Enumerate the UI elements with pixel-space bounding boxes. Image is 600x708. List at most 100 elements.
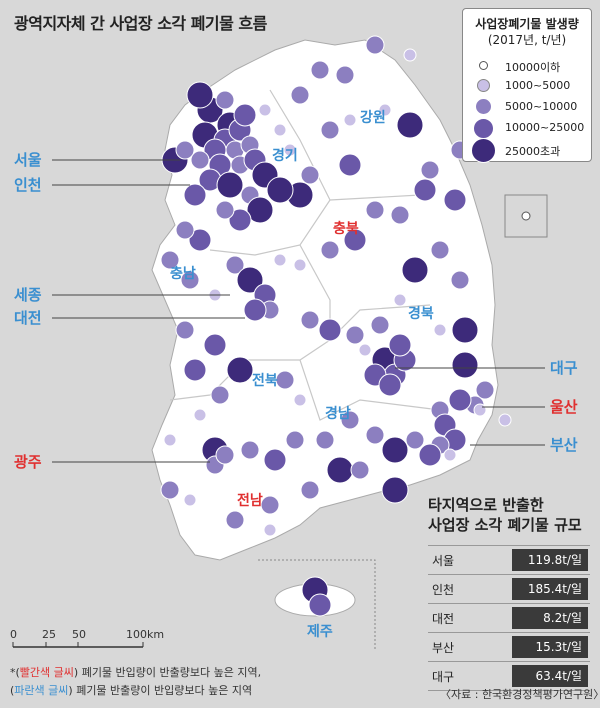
facility-bubble bbox=[498, 413, 512, 427]
legend-title: 사업장폐기물 발생량 bbox=[475, 17, 579, 31]
facility-bubble bbox=[370, 315, 390, 335]
table-row: 대전 8.2t/일 bbox=[428, 604, 590, 633]
row-name: 인천 bbox=[432, 583, 455, 597]
legend-row: 5000~10000 bbox=[463, 98, 591, 118]
facility-bubble bbox=[315, 430, 335, 450]
facility-bubble bbox=[448, 388, 472, 412]
table-title-line1: 타지역으로 반출한 bbox=[428, 496, 544, 514]
facility-bubble bbox=[228, 208, 252, 232]
facility-bubble bbox=[273, 123, 287, 137]
legend-label-3: 5000~10000 bbox=[505, 100, 578, 113]
facility-bubble bbox=[343, 228, 367, 252]
facility-bubble bbox=[401, 256, 429, 284]
table-row: 인천 185.4t/일 bbox=[428, 575, 590, 604]
facility-bubble bbox=[263, 448, 287, 472]
facility-bubble bbox=[260, 495, 280, 515]
facility-bubble bbox=[443, 188, 467, 212]
facility-bubble bbox=[273, 253, 287, 267]
facility-bubble bbox=[338, 153, 362, 177]
facility-bubble bbox=[233, 103, 257, 127]
facility-bubble bbox=[225, 510, 245, 530]
legend-row: 10000~25000 bbox=[463, 118, 591, 139]
facility-bubble bbox=[186, 81, 214, 109]
facility-bubble bbox=[433, 323, 447, 337]
row-value: 15.3t/일 bbox=[512, 636, 588, 658]
facility-bubble bbox=[451, 351, 479, 379]
row-value: 8.2t/일 bbox=[512, 607, 588, 629]
facility-bubble bbox=[225, 255, 245, 275]
facility-bubble bbox=[240, 440, 260, 460]
scale-tick: 100km bbox=[126, 628, 165, 641]
facility-bubble bbox=[215, 445, 235, 465]
facility-bubble bbox=[180, 270, 200, 290]
row-name: 대전 bbox=[432, 612, 455, 626]
row-name: 부산 bbox=[432, 641, 455, 655]
facility-bubble bbox=[175, 140, 195, 160]
facility-bubble bbox=[293, 393, 307, 407]
facility-bubble bbox=[310, 60, 330, 80]
facility-bubble bbox=[381, 436, 409, 464]
facility-bubble bbox=[216, 171, 244, 199]
scale-tick: 50 bbox=[72, 628, 86, 641]
label-chungbuk: 충북 bbox=[333, 221, 359, 237]
facility-bubble bbox=[365, 200, 385, 220]
facility-bubble bbox=[226, 356, 254, 384]
facility-bubble bbox=[190, 150, 210, 170]
legend-dot-3 bbox=[475, 98, 492, 115]
facility-bubble bbox=[381, 476, 409, 504]
facility-bubble bbox=[378, 373, 402, 397]
source-note: 〈자료 : 한국환경정책평가연구원〉 bbox=[440, 688, 600, 701]
facility-bubble bbox=[396, 111, 424, 139]
facility-bubble bbox=[183, 493, 197, 507]
scale-tick: 0 bbox=[10, 628, 17, 641]
ulleung-dot bbox=[521, 211, 531, 221]
facility-bubble bbox=[215, 200, 235, 220]
row-name: 대구 bbox=[432, 670, 455, 684]
facility-bubble bbox=[335, 65, 355, 85]
facility-bubble bbox=[290, 85, 310, 105]
province-borders bbox=[169, 89, 441, 421]
label-daejeon: 대전 bbox=[14, 309, 42, 327]
facility-bubble bbox=[236, 266, 264, 294]
facility-bubble bbox=[413, 178, 437, 202]
label-gwangju: 광주 bbox=[14, 453, 42, 471]
note-line-2: (파란색 글씨) 폐기물 반출량이 반입량보다 높은 지역 bbox=[10, 682, 252, 698]
legend-dot-4 bbox=[473, 118, 494, 139]
note-line-1: *(빨간색 글씨) 폐기물 반입량이 반출량보다 높은 지역, bbox=[10, 664, 261, 680]
facility-bubble bbox=[160, 250, 180, 270]
scale-line bbox=[12, 642, 144, 648]
facility-bubble bbox=[326, 456, 354, 484]
facility-bubble bbox=[358, 343, 372, 357]
facility-bubble bbox=[210, 385, 230, 405]
facility-bubble bbox=[350, 460, 370, 480]
bubble-layer bbox=[160, 35, 512, 617]
label-daegu: 대구 bbox=[550, 359, 578, 377]
facility-bubble bbox=[473, 403, 487, 417]
legend-row: 10000이하 bbox=[463, 57, 591, 77]
facility-bubble bbox=[430, 240, 450, 260]
label-seoul: 서울 bbox=[14, 151, 42, 169]
facility-bubble bbox=[293, 258, 307, 272]
scale-tick: 25 bbox=[42, 628, 56, 641]
note1-colored: 빨간색 글씨 bbox=[19, 666, 74, 679]
facility-bubble bbox=[405, 430, 425, 450]
legend-label-4: 10000~25000 bbox=[505, 121, 585, 134]
facility-bubble bbox=[283, 143, 297, 157]
facility-bubble bbox=[475, 380, 495, 400]
facility-bubble bbox=[215, 90, 235, 110]
label-jeju: 제주 bbox=[307, 624, 333, 640]
export-table: 서울 119.8t/일 인천 185.4t/일 대전 8.2t/일 부산 15.… bbox=[428, 545, 590, 691]
facility-bubble bbox=[258, 103, 272, 117]
facility-bubble bbox=[175, 220, 195, 240]
legend-label-1: 10000이하 bbox=[505, 61, 561, 74]
table-row: 부산 15.3t/일 bbox=[428, 633, 590, 662]
legend-dot-2 bbox=[477, 79, 490, 92]
facility-bubble bbox=[365, 35, 385, 55]
facility-bubble bbox=[285, 430, 305, 450]
label-sejong: 세종 bbox=[14, 286, 42, 304]
scale-bar: 0 25 50 100km bbox=[8, 628, 164, 652]
label-chungnam: 충남 bbox=[170, 265, 196, 282]
table-title-line2: 사업장 소각 폐기물 규모 bbox=[428, 516, 582, 534]
ulleung-box bbox=[504, 194, 548, 238]
